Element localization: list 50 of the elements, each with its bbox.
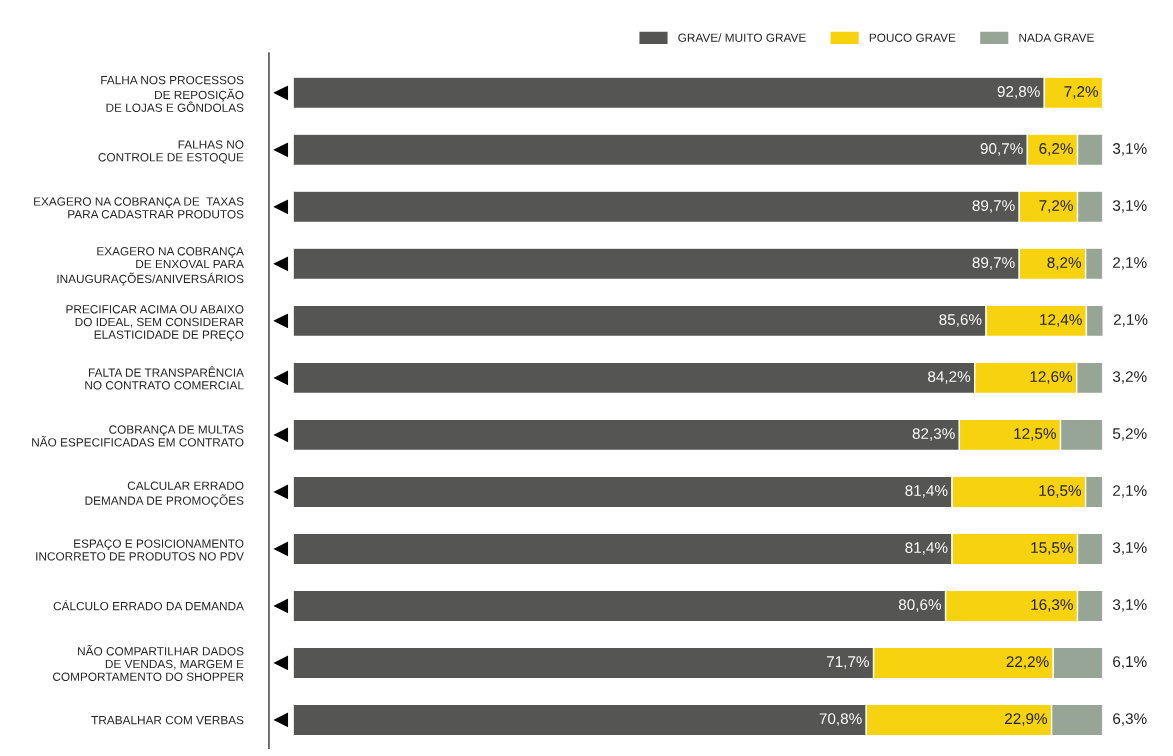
y-tick-label: NÃO COMPARTILHAR DADOS DE VENDAS, MARGEM E COMPORTAMENTO DO SHOPPER <box>53 644 244 681</box>
data-label: 3,1% <box>1112 200 1147 213</box>
data-label: 92,8% <box>997 86 1040 99</box>
data-label: 22,9% <box>1005 713 1048 726</box>
data-label: 3,1% <box>1112 143 1147 156</box>
data-label: 2,1% <box>1113 485 1147 498</box>
data-label: 5,2% <box>1112 428 1147 441</box>
data-label: 85,6% <box>939 314 982 327</box>
data-label: 2,1% <box>1113 257 1147 270</box>
legend-label: POUCO GRAVE <box>869 33 956 42</box>
data-label: 3,1% <box>1112 599 1147 612</box>
data-label: 7,2% <box>1039 200 1073 213</box>
y-tick-label: CALCULAR ERRADO DEMANDA DE PROMOÇÕES <box>85 481 244 508</box>
data-label: 6,2% <box>1039 143 1073 156</box>
y-tick-label: PRECIFICAR ACIMA OU ABAIXO DO IDEAL, SEM CONSIDERAR ELASTICIDADE DE PREÇO <box>66 305 244 342</box>
data-label: 6,1% <box>1113 656 1147 669</box>
legend-label: GRAVE/ MUITO GRAVE <box>678 33 806 42</box>
data-label: 6,3% <box>1113 713 1147 726</box>
y-tick-label: FALTA DE TRANSPARÊNCIA NO CONTRATO COMERCIAL <box>85 366 244 390</box>
data-label: 16,3% <box>1031 599 1073 612</box>
data-label: 12,6% <box>1030 371 1073 384</box>
data-label: 15,5% <box>1031 542 1073 555</box>
y-tick-label: CÁLCULO ERRADO DA DEMANDA <box>53 599 244 611</box>
y-tick-label: EXAGERO NA COBRANÇA DE ENXOVAL PARA INAUGURAÇÕES/ANIVERSÁRIOS <box>57 247 244 286</box>
y-tick-label: FALHA NOS PROCESSOS DE REPOSIÇÃO DE LOJAS E GÔNDOLAS <box>101 75 244 112</box>
y-tick-label: EXAGERO NA COBRANÇA DE TAXAS PARA CADASTRAR PRODUTOS <box>34 197 244 219</box>
data-label: 71,7% <box>826 656 869 669</box>
data-label: 3,1% <box>1112 542 1147 555</box>
data-label: 89,7% <box>972 257 1015 270</box>
data-label: 22,2% <box>1006 656 1049 669</box>
data-label: 2,1% <box>1113 314 1148 327</box>
y-tick-label: COBRANÇA DE MULTAS NÃO ESPECIFICADAS EM CONTRATO <box>32 425 244 447</box>
y-tick-label: FALHAS NO CONTROLE DE ESTOQUE <box>98 140 244 164</box>
data-label: 7,2% <box>1064 86 1099 99</box>
data-label: 84,2% <box>928 371 971 384</box>
data-label: 90,7% <box>980 143 1023 156</box>
legend-label: NADA GRAVE <box>1019 33 1094 42</box>
data-label: 82,3% <box>912 428 955 441</box>
data-label: 81,4% <box>905 542 948 555</box>
data-label: 3,2% <box>1112 371 1147 384</box>
data-label: 12,5% <box>1014 428 1056 441</box>
data-label: 81,4% <box>905 485 948 498</box>
data-label: 16,5% <box>1039 485 1082 498</box>
data-label: 12,4% <box>1040 314 1082 327</box>
data-label: 89,7% <box>972 200 1015 213</box>
data-label: 8,2% <box>1047 257 1082 270</box>
y-tick-label: ESPAÇO E POSICIONAMENTO INCORRETO DE PRODUTOS NO PDV <box>36 539 244 561</box>
data-label: 70,8% <box>819 713 862 726</box>
data-label: 80,6% <box>898 599 942 612</box>
y-tick-label: TRABALHAR COM VERBAS <box>91 715 244 725</box>
